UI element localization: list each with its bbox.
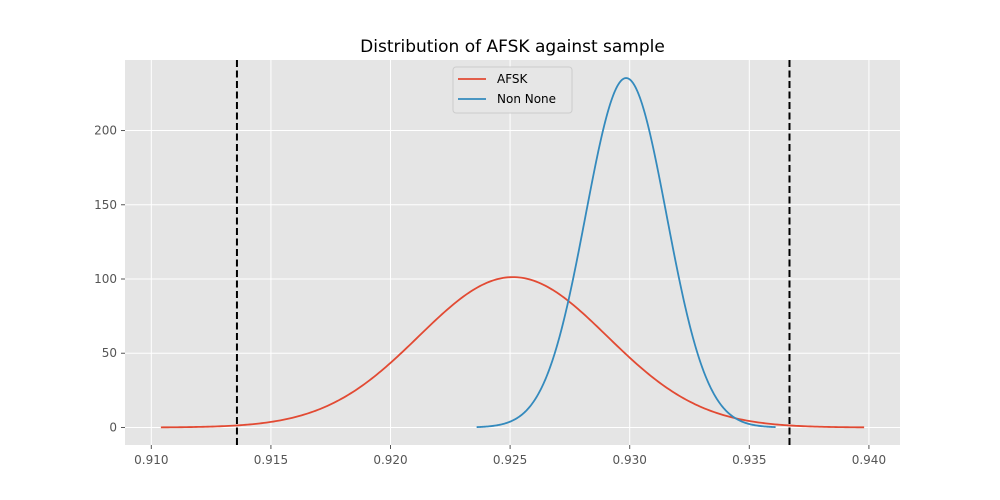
series-line-1 [476, 77, 776, 428]
x-tick-label: 0.920 [373, 453, 407, 467]
chart-title: Distribution of AFSK against sample [360, 37, 665, 57]
x-tick-label: 0.925 [493, 453, 527, 467]
y-axis-ticks: 0 50 100 150 200 [94, 124, 125, 434]
legend-label: Non None [497, 92, 556, 106]
series-lines [160, 77, 865, 429]
y-tick-label: 0 [109, 420, 117, 434]
x-tick-label: 0.930 [613, 453, 647, 467]
series-line-0 [160, 276, 865, 429]
grid [125, 60, 900, 445]
reference-lines [235, 60, 791, 445]
y-tick-label: 50 [102, 346, 117, 360]
y-tick-label: 150 [94, 198, 117, 212]
x-tick-label: 0.915 [254, 453, 288, 467]
plot-area [125, 60, 900, 445]
y-tick-label: 200 [94, 124, 117, 138]
y-tick-label: 100 [94, 272, 117, 286]
legend-label: AFSK [497, 72, 529, 86]
legend: AFSK Non None [452, 66, 573, 114]
x-tick-label: 0.935 [732, 453, 766, 467]
x-tick-label: 0.910 [134, 453, 168, 467]
x-tick-label: 0.940 [852, 453, 886, 467]
x-axis-ticks: 0.910 0.915 0.920 0.925 0.930 0.935 0.940 [134, 445, 886, 467]
